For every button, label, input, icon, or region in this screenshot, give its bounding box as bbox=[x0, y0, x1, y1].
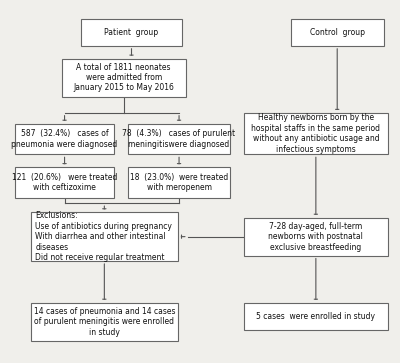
FancyBboxPatch shape bbox=[15, 167, 114, 198]
Text: Exclusions:
Use of antibiotics during pregnancy
With diarrhea and other intestin: Exclusions: Use of antibiotics during pr… bbox=[35, 211, 172, 262]
FancyBboxPatch shape bbox=[81, 19, 182, 46]
FancyBboxPatch shape bbox=[291, 19, 384, 46]
FancyBboxPatch shape bbox=[244, 303, 388, 330]
FancyBboxPatch shape bbox=[15, 124, 114, 154]
Text: Healthy newborns born by the
hospital staffs in the same period
without any anti: Healthy newborns born by the hospital st… bbox=[251, 114, 380, 154]
FancyBboxPatch shape bbox=[244, 218, 388, 256]
FancyBboxPatch shape bbox=[128, 124, 230, 154]
Text: 14 cases of pneumonia and 14 cases
of purulent meningitis were enrolled
in study: 14 cases of pneumonia and 14 cases of pu… bbox=[34, 307, 175, 337]
FancyBboxPatch shape bbox=[30, 212, 178, 261]
Text: Control  group: Control group bbox=[310, 28, 365, 37]
Text: 18  (23.0%)  were treated
with meropenem: 18 (23.0%) were treated with meropenem bbox=[130, 173, 228, 192]
FancyBboxPatch shape bbox=[128, 167, 230, 198]
Text: 7-28 day-aged, full-term
newborns with postnatal
exclusive breastfeeding: 7-28 day-aged, full-term newborns with p… bbox=[268, 222, 363, 252]
FancyBboxPatch shape bbox=[30, 303, 178, 340]
Text: A total of 1811 neonates
were admitted from
January 2015 to May 2016: A total of 1811 neonates were admitted f… bbox=[73, 63, 174, 93]
Text: 121  (20.6%)   were treated
with ceftizoxime: 121 (20.6%) were treated with ceftizoxim… bbox=[12, 173, 117, 192]
Text: 5 cases  were enrolled in study: 5 cases were enrolled in study bbox=[256, 312, 375, 321]
Text: 78  (4.3%)   cases of purulent
meningitiswere diagnosed: 78 (4.3%) cases of purulent meningitiswe… bbox=[122, 129, 236, 149]
Text: Patient  group: Patient group bbox=[104, 28, 158, 37]
FancyBboxPatch shape bbox=[62, 58, 186, 97]
FancyBboxPatch shape bbox=[244, 113, 388, 154]
Text: 587  (32.4%)   cases of
pneumonia were diagnosed: 587 (32.4%) cases of pneumonia were diag… bbox=[12, 129, 118, 149]
